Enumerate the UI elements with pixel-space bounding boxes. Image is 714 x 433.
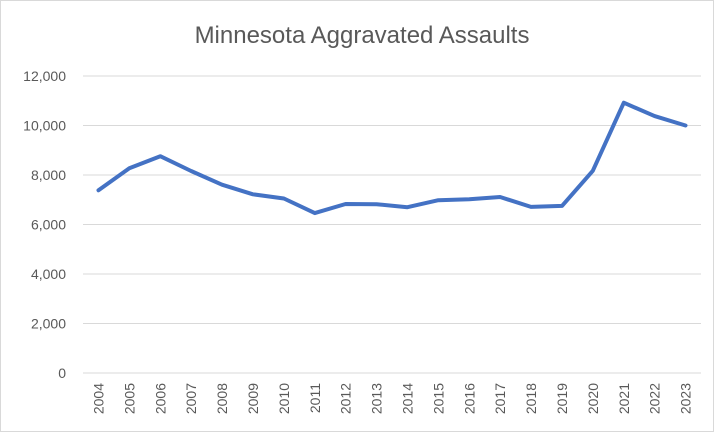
y-tick-label: 8,000 <box>31 167 66 183</box>
x-tick-label: 2010 <box>276 383 292 414</box>
chart-title: Minnesota Aggravated Assaults <box>195 22 530 49</box>
x-tick-label: 2011 <box>307 383 323 413</box>
x-tick-label: 2014 <box>399 383 415 414</box>
series-layer <box>96 100 688 216</box>
x-tick-label: 2017 <box>492 383 508 414</box>
x-axis-ticks: 2004 2005 2006 2007 2008 2009 2010 2011 2012 2013… <box>90 383 693 414</box>
gridlines <box>83 75 701 374</box>
x-tick-label: 2023 <box>678 383 694 414</box>
x-tick-label: 2005 <box>121 383 137 414</box>
x-tick-label: 2004 <box>90 383 106 414</box>
x-tick-label: 2008 <box>214 383 230 414</box>
x-tick-label: 2018 <box>523 383 539 414</box>
y-tick-label: 4,000 <box>31 266 66 282</box>
x-tick-label: 2016 <box>461 383 477 414</box>
x-tick-label: 2009 <box>245 383 261 414</box>
y-tick-label: 12,000 <box>23 68 66 84</box>
x-tick-label: 2021 <box>616 383 632 414</box>
y-tick-label: 0 <box>58 365 66 381</box>
x-tick-label: 2015 <box>430 383 446 414</box>
x-tick-label: 2013 <box>369 383 385 414</box>
x-tick-label: 2012 <box>338 383 354 414</box>
series-line <box>96 100 688 216</box>
y-tick-label: 10,000 <box>23 118 66 134</box>
y-axis-ticks: 0 2,000 4,000 6,000 8,000 10,000 12,000 <box>23 68 66 381</box>
x-tick-label: 2022 <box>647 383 663 414</box>
x-tick-label: 2019 <box>554 383 570 414</box>
x-tick-label: 2006 <box>152 383 168 414</box>
x-tick-label: 2007 <box>183 383 199 414</box>
y-tick-label: 2,000 <box>31 316 66 332</box>
y-tick-label: 6,000 <box>31 217 66 233</box>
x-tick-label: 2020 <box>585 383 601 414</box>
